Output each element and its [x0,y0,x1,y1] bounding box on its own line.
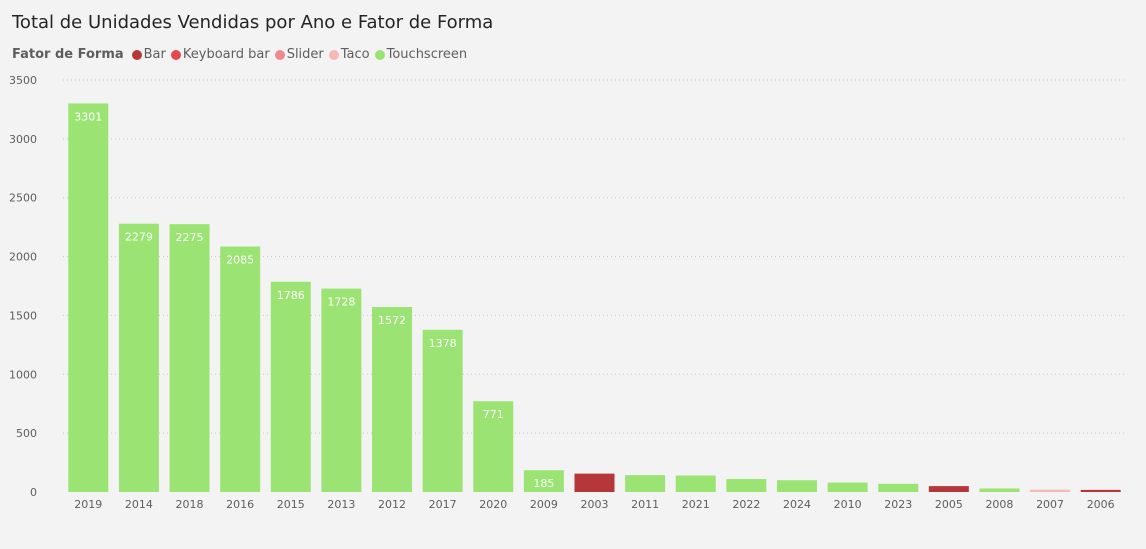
bar-2017[interactable] [422,329,463,492]
data-label: 1378 [429,337,457,350]
bar-2016[interactable] [220,246,261,492]
bar-2020[interactable] [473,401,514,492]
bar-2009[interactable] [523,470,564,492]
bar-2003[interactable] [574,473,615,492]
bar-2013[interactable] [321,288,362,492]
legend-item-slider[interactable]: Slider [274,47,324,62]
bar-2021[interactable] [675,475,716,492]
bar-2008[interactable] [979,488,1020,492]
x-tick-label: 2021 [682,498,710,511]
bar-2005[interactable] [928,486,969,492]
data-label: 2279 [125,231,153,244]
x-tick-label: 2007 [1036,498,1064,511]
bar-2006[interactable] [1080,489,1121,492]
y-tick-label: 3000 [9,133,37,146]
x-tick-label: 2011 [631,498,659,511]
legend-item-bar[interactable]: Bar [131,47,166,62]
y-tick-label: 2500 [9,192,37,205]
legend-item-touchscreen[interactable]: Touchscreen [374,47,468,62]
y-tick-label: 0 [30,486,37,499]
x-tick-label: 2006 [1087,498,1115,511]
bar-2023[interactable] [878,483,919,492]
x-tick-label: 2017 [429,498,457,511]
x-tick-label: 2008 [985,498,1013,511]
bar-2018[interactable] [169,224,210,492]
x-tick-label: 2016 [226,498,254,511]
x-tick-label: 2009 [530,498,558,511]
data-label: 1728 [327,296,355,309]
legend-dot-keyboard-bar [170,49,181,60]
bar-2019[interactable] [68,103,109,492]
bar-2007[interactable] [1030,489,1071,492]
x-tick-label: 2014 [125,498,153,511]
data-label: 771 [483,408,504,421]
legend-label-slider: Slider [286,47,324,62]
data-label: 185 [533,477,554,490]
y-tick-label: 3500 [9,74,37,87]
legend-title: Fator de Forma [12,47,124,62]
y-tick-label: 1000 [9,368,37,381]
x-tick-label: 2003 [581,498,609,511]
legend-dot-bar [131,49,142,60]
legend-dot-touchscreen [374,49,385,60]
legend-dot-taco [328,49,339,60]
bar-2010[interactable] [827,482,868,492]
y-tick-label: 500 [16,427,37,440]
y-tick-label: 2000 [9,251,37,264]
x-tick-label: 2010 [834,498,862,511]
bar-2011[interactable] [625,475,666,492]
x-tick-label: 2019 [74,498,102,511]
x-tick-label: 2018 [176,498,204,511]
bar-2022[interactable] [726,479,767,492]
legend-label-bar: Bar [143,47,166,62]
legend: Fator de Forma Bar Keyboard bar Slider T… [12,47,472,62]
data-label: 1572 [378,314,406,327]
bar-2024[interactable] [776,480,817,492]
x-tick-label: 2012 [378,498,406,511]
data-label: 2275 [176,231,204,244]
legend-item-taco[interactable]: Taco [328,47,370,62]
legend-label-touchscreen: Touchscreen [386,47,468,62]
x-tick-label: 2015 [277,498,305,511]
data-label: 3301 [74,110,102,123]
x-tick-label: 2020 [479,498,507,511]
x-tick-label: 2013 [327,498,355,511]
bar-2012[interactable] [372,306,413,492]
bar-2015[interactable] [270,281,311,492]
data-label: 2085 [226,254,254,267]
y-tick-label: 1500 [9,309,37,322]
data-label: 1786 [277,289,305,302]
chart-title: Total de Unidades Vendidas por Ano e Fat… [12,12,494,33]
legend-dot-slider [274,49,285,60]
x-tick-label: 2005 [935,498,963,511]
bar-2014[interactable] [118,223,159,493]
x-tick-label: 2024 [783,498,811,511]
legend-item-keyboard-bar[interactable]: Keyboard bar [170,47,270,62]
x-tick-label: 2023 [884,498,912,511]
legend-label-keyboard-bar: Keyboard bar [182,47,270,62]
x-tick-label: 2022 [732,498,760,511]
legend-label-taco: Taco [340,47,370,62]
